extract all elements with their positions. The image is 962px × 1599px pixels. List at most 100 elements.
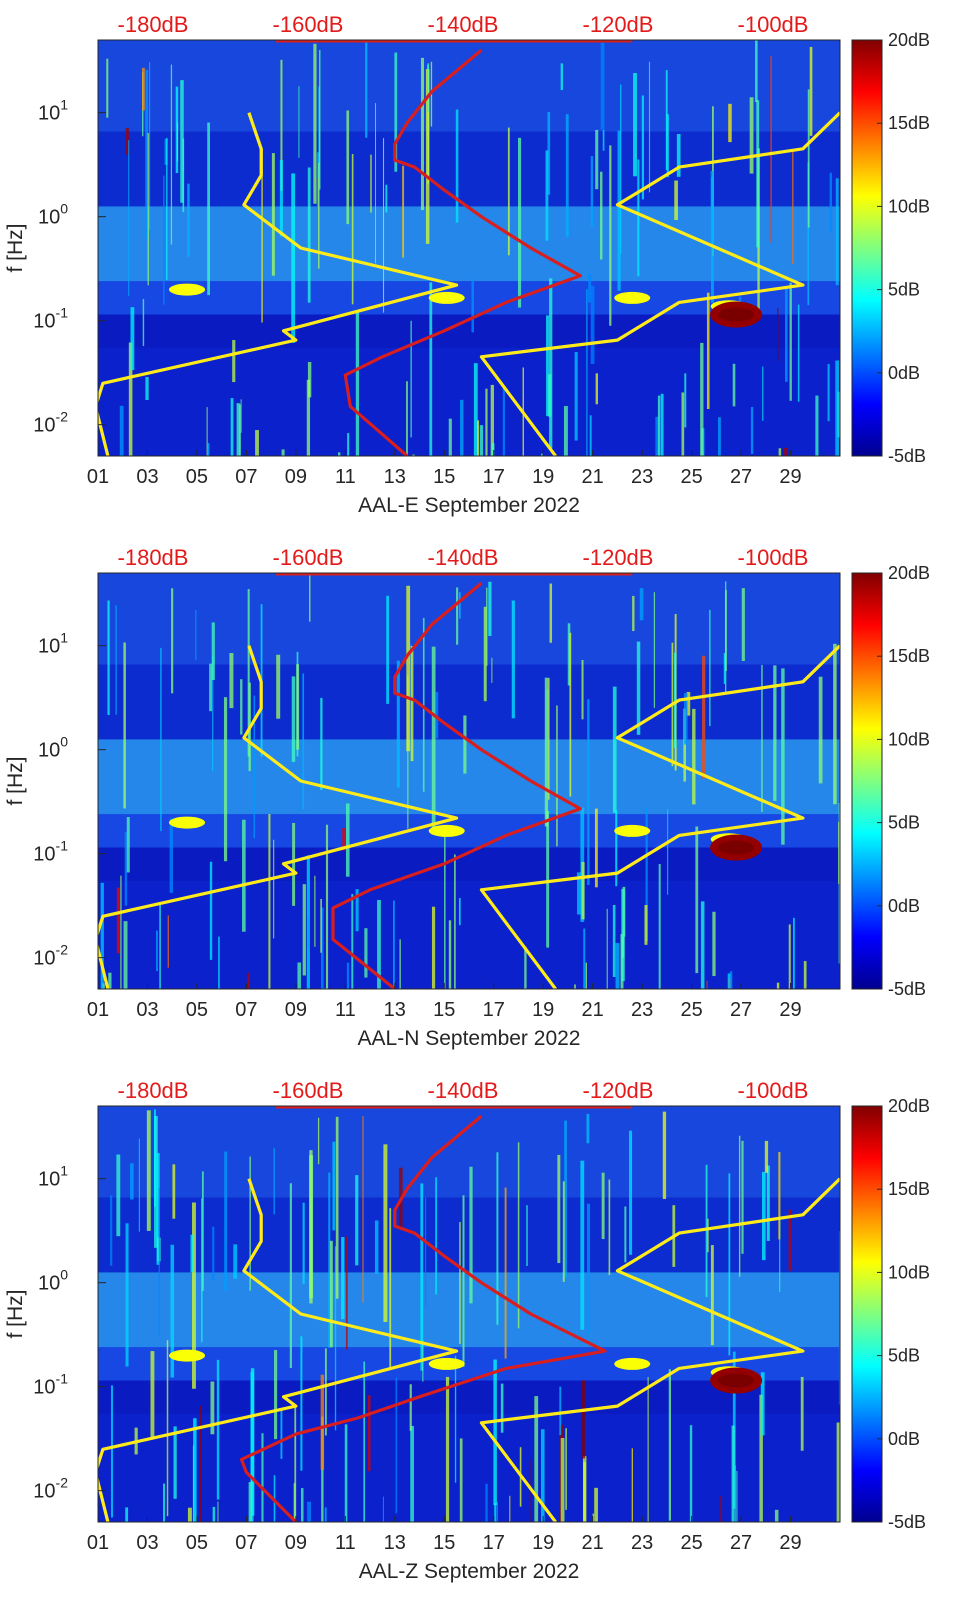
spectrogram-streak [159, 904, 161, 989]
spectrogram-band [98, 1197, 840, 1273]
colorbar [851, 39, 883, 457]
spectrogram-streak [585, 962, 587, 989]
spectrogram-streak [644, 904, 648, 945]
spectrogram-streak [684, 693, 688, 745]
spectrogram-streak [180, 80, 184, 203]
spectrogram-streak [365, 41, 368, 138]
chart-panel-3: 01 03 05 07 09 11 13 15 17 19 21 23 25 27 2910-210-110… [4, 1078, 930, 1583]
spectrogram-streak [406, 585, 411, 752]
spectrogram-streak [173, 1426, 177, 1499]
colorbar [851, 1105, 883, 1523]
spectrogram-streak [574, 984, 576, 989]
spectrogram-streak [556, 705, 558, 847]
top-db-label: -180dB [118, 12, 189, 37]
spectrogram-streak [207, 122, 210, 296]
spectrogram-streak [657, 395, 661, 456]
spectrogram-streak [212, 656, 214, 772]
x-tick-label: 21 [582, 466, 604, 488]
spectrogram-band [98, 40, 840, 132]
x-tick-label: 09 [285, 999, 307, 1021]
spectrogram-streak [224, 1151, 228, 1291]
spectrogram-streak [425, 69, 430, 244]
y-tick-exponent: 1 [60, 97, 68, 113]
spectrogram-streak [517, 137, 522, 308]
spectrogram-streak [485, 388, 488, 456]
spectrogram-streak [504, 1187, 507, 1359]
spectrogram-streak [766, 1165, 770, 1241]
spectrogram-band [98, 1272, 840, 1348]
spectrogram-streak [341, 1237, 345, 1320]
spectrogram-streak [629, 1130, 633, 1255]
spectrogram-streak [195, 610, 197, 660]
spectrogram-streak [807, 162, 810, 306]
x-tick-label: 17 [483, 466, 505, 488]
spectrogram-streak [435, 1177, 438, 1295]
spectrogram-band [98, 573, 840, 665]
spectrogram-streak [385, 184, 388, 213]
spectrogram-streak [469, 1166, 473, 1304]
spectrogram-streak [306, 379, 311, 456]
spectrogram-streak [511, 600, 515, 719]
spectrogram-streak [383, 1144, 388, 1322]
spectrogram-streak [123, 642, 126, 809]
spectrogram-streak [833, 643, 837, 805]
spectrogram-streak [667, 809, 669, 895]
plot-frame [97, 572, 841, 990]
spectrogram-streak [456, 587, 459, 645]
spectrogram-streak [142, 67, 145, 111]
spectrogram-streak [695, 826, 699, 974]
spectrogram-streak [454, 854, 456, 989]
spectrogram-streak [216, 1359, 220, 1500]
spectrogram-streak [273, 839, 275, 939]
spectrogram-streak [582, 1456, 587, 1522]
spectrogram-streak [115, 605, 117, 715]
spectrogram-streak [300, 1336, 303, 1471]
spectrogram-streak [594, 1487, 598, 1522]
spectrogram-streak [406, 381, 408, 456]
spectrogram-band [98, 880, 840, 989]
spectrogram-streak [829, 172, 832, 233]
spectrogram-hotspot [718, 307, 755, 322]
spectrogram-streak [307, 1501, 312, 1522]
plot-frame [97, 39, 841, 457]
spectrogram-streak [250, 1368, 255, 1516]
spectrogram-streak [594, 808, 598, 888]
spectrogram-streak [119, 405, 124, 456]
spectrogram-streak [279, 159, 283, 237]
top-db-label: -160dB [273, 1078, 344, 1103]
spectrogram-streak [273, 1148, 275, 1215]
top-db-label: -100dB [738, 12, 809, 37]
spectrogram-streak [592, 1513, 595, 1522]
spectrogram-streak [586, 1113, 590, 1144]
colorbar-label: 15dB [888, 646, 930, 666]
spectrogram-streak [666, 114, 669, 178]
spectrogram-streak [172, 1164, 176, 1219]
spectrogram-streak [700, 901, 705, 989]
spectrogram-streak [448, 920, 452, 989]
spectrogram-streak [209, 663, 212, 712]
spectrogram-streak [702, 655, 706, 779]
spectrogram-streak [207, 442, 210, 456]
spectrogram-streak [778, 1151, 781, 1240]
spectrogram-streak [320, 898, 322, 953]
spectrogram-streak [526, 1205, 528, 1267]
spectrogram-streak [320, 697, 323, 790]
spectrogram-streak [779, 1215, 781, 1292]
spectrogram-streak [581, 1380, 586, 1459]
spectrogram-streak [212, 1506, 216, 1522]
spectrogram-streak [149, 62, 151, 230]
spectrogram-hotspot [169, 816, 206, 829]
spectrogram-streak [455, 109, 459, 223]
spectrogram-streak [588, 273, 592, 303]
spectrogram-streak [218, 936, 220, 989]
spectrogram-streak [130, 1163, 134, 1200]
spectrogram-streak [146, 1110, 151, 1231]
spectrogram-streak [717, 417, 721, 456]
spectrogram-hotspot [614, 291, 651, 304]
spectrogram-streak [548, 677, 550, 800]
spectrogram-streak [297, 962, 301, 989]
spectrogram-streak [232, 339, 236, 383]
spectrogram-streak [686, 691, 691, 716]
spectrogram-streak [639, 588, 644, 621]
spectrogram-streak [838, 802, 840, 964]
